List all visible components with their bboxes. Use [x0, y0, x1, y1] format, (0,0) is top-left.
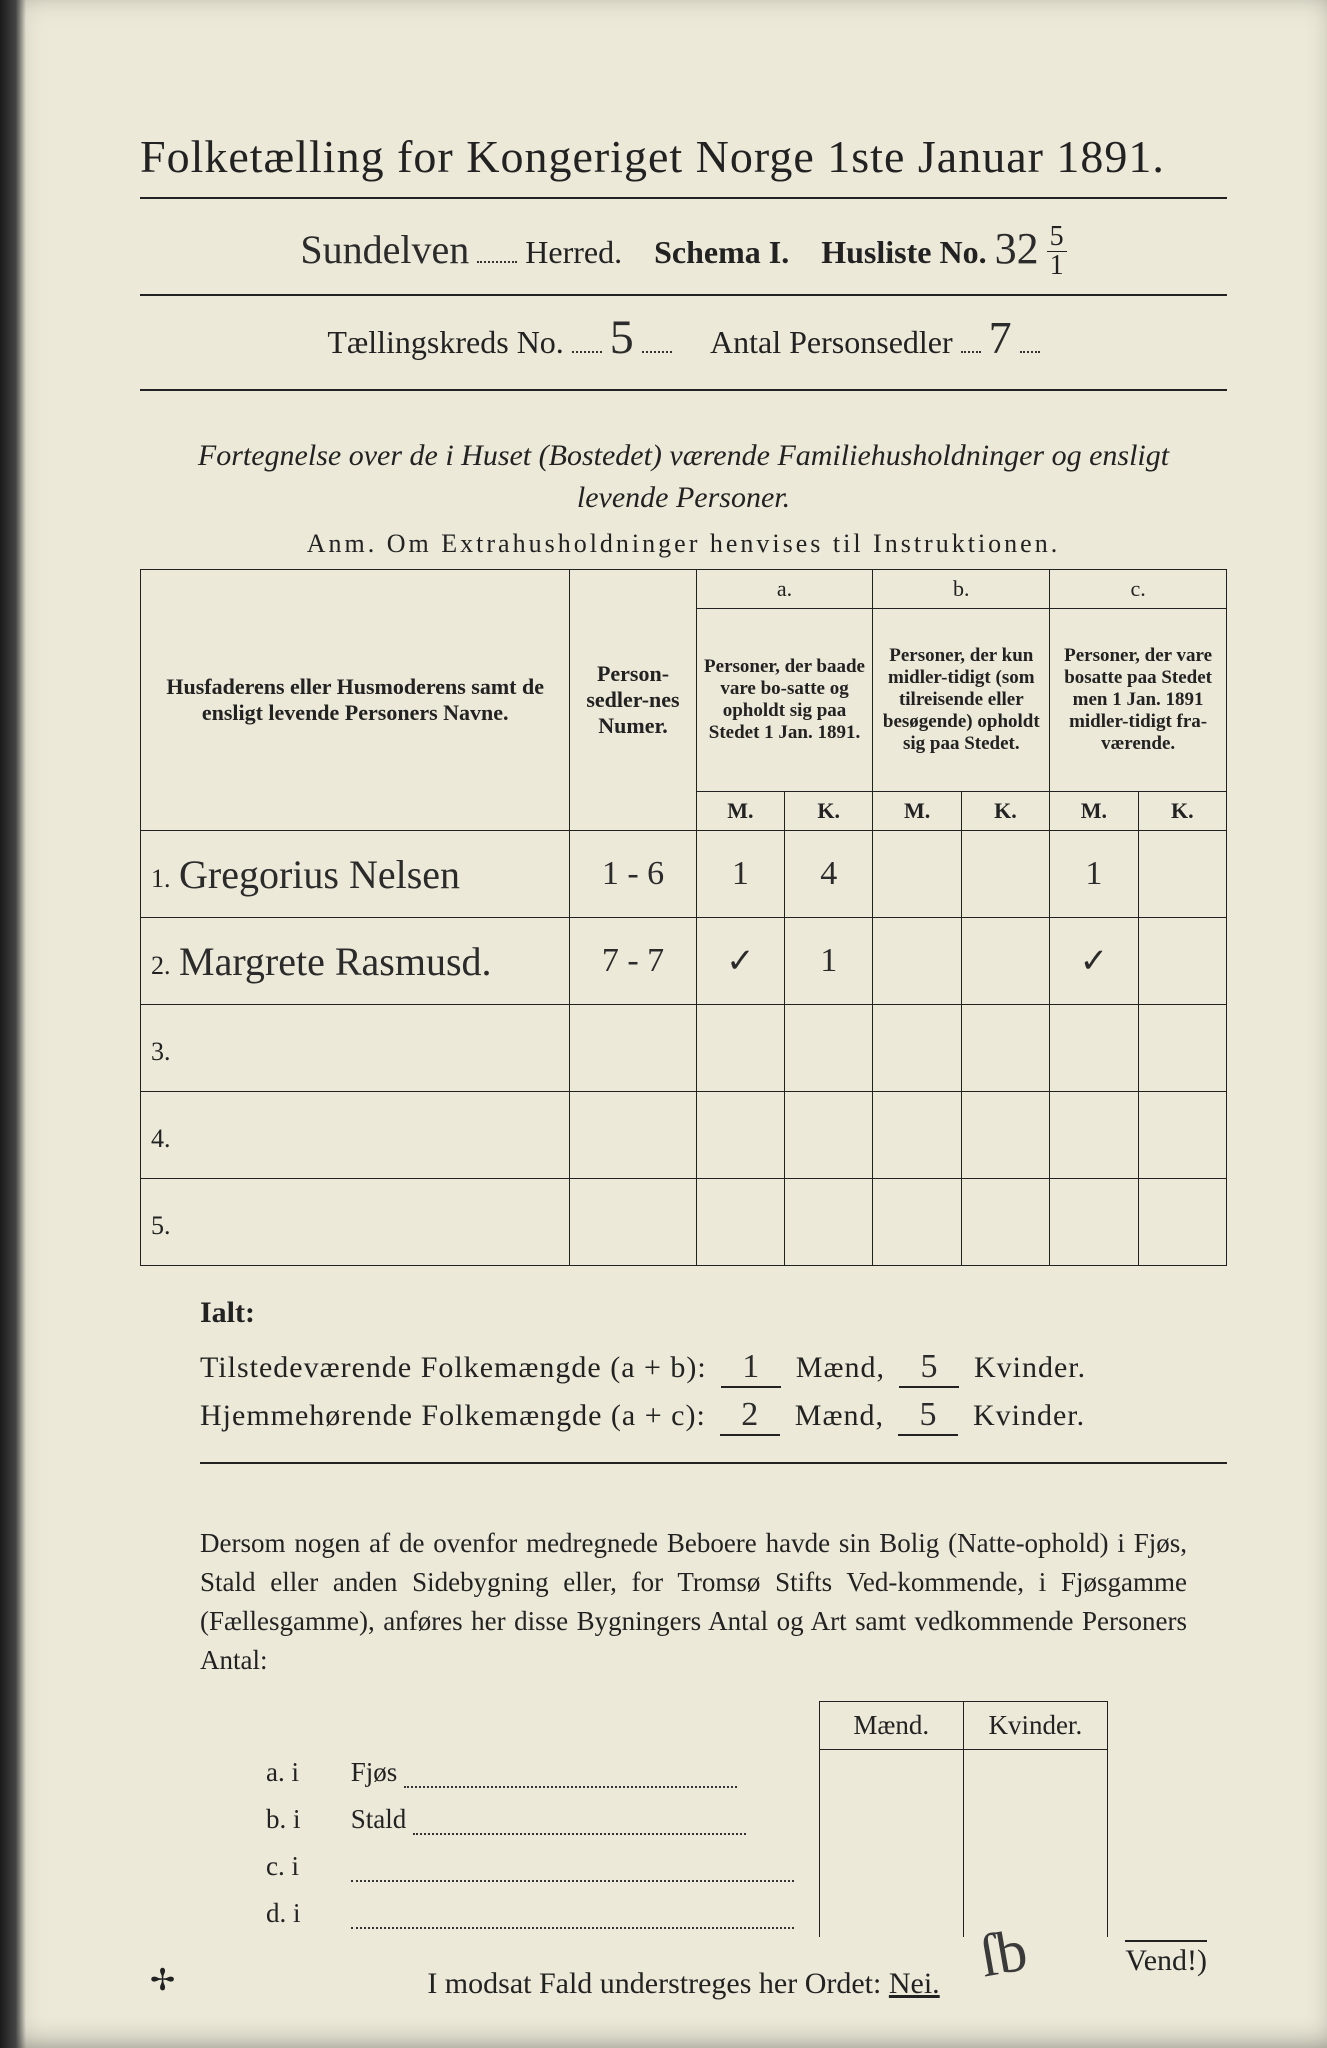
lower-row-kind	[345, 1843, 820, 1890]
binding-shadow	[0, 0, 26, 2048]
header-row-kreds: Tællingskreds No. 5 Antal Personsedler 7	[140, 296, 1227, 391]
group-a-desc: Personer, der baade vare bo-satte og oph…	[696, 609, 873, 792]
group-b-desc: Personer, der kun midler-tidigt (som til…	[873, 609, 1050, 792]
main-title: Folketælling for Kongeriget Norge 1ste J…	[140, 130, 1227, 199]
table-row: 3.	[141, 1005, 1227, 1092]
table-row: 2.Margrete Rasmusd.7 - 7✓1✓	[141, 918, 1227, 1005]
ab-kvinder: 5	[899, 1348, 959, 1388]
table-row: 4.	[141, 1092, 1227, 1179]
taellingskreds-label: Tællingskreds No.	[327, 324, 563, 360]
husliste-value: 32	[995, 223, 1039, 274]
anm-line: Anm. Om Extrahusholdninger henvises til …	[140, 529, 1227, 559]
vend-label: Vend!)	[1125, 1940, 1207, 1978]
ialt-label: Ialt:	[200, 1296, 1227, 1330]
lower-m	[819, 1749, 963, 1796]
nei-line: I modsat Fald understreges her Ordet: Ne…	[140, 1967, 1227, 2001]
person-name: Margrete Rasmusd.	[179, 938, 492, 985]
lower-row-kind: Stald	[345, 1796, 820, 1843]
herred-value: Sundelven	[300, 226, 469, 273]
table-row: 5.	[141, 1179, 1227, 1266]
lower-row-label: c. i	[260, 1843, 345, 1890]
lower-head-m: Mænd.	[819, 1701, 963, 1749]
lower-row-kind	[345, 1890, 820, 1937]
lower-m	[819, 1890, 963, 1937]
c-m: M.	[1050, 792, 1138, 831]
group-a-label: a.	[696, 570, 873, 609]
lower-k	[963, 1843, 1107, 1890]
a-k: K.	[785, 792, 873, 831]
lower-k	[963, 1796, 1107, 1843]
header-row-herred: Sundelven Herred. Schema I. Husliste No.…	[140, 209, 1227, 296]
sum-line-ac: Hjemmehørende Folkemængde (a + c): 2 Mæn…	[200, 1396, 1227, 1464]
c-k: K.	[1138, 792, 1226, 831]
col-names: Husfaderens eller Husmoderens samt de en…	[141, 570, 570, 831]
c-m-val: 1	[1085, 855, 1102, 893]
outbuilding-paragraph: Dersom nogen af de ovenfor medregnede Be…	[200, 1524, 1187, 1681]
antal-label: Antal Personsedler	[710, 324, 953, 360]
a-m-val: 1	[732, 855, 749, 893]
a-m: M.	[696, 792, 784, 831]
ac-maend: 2	[720, 1396, 780, 1436]
outbuilding-table: Mænd. Kvinder. a. iFjøs b. iStald c. id.…	[260, 1701, 1108, 1938]
households-table: Husfaderens eller Husmoderens samt de en…	[140, 569, 1227, 1266]
group-c-desc: Personer, der vare bosatte paa Stedet me…	[1050, 609, 1227, 792]
c-m-val: ✓	[1080, 941, 1109, 981]
schema-label: Schema I.	[654, 234, 789, 270]
group-c-label: c.	[1050, 570, 1227, 609]
person-name: Gregorius Nelsen	[179, 851, 460, 898]
lower-k	[963, 1749, 1107, 1796]
table-row: 1.Gregorius Nelsen1 - 6141	[141, 831, 1227, 918]
corner-mark: ✢	[150, 1963, 175, 1998]
sum-line-ab: Tilstedeværende Folkemængde (a + b): 1 M…	[200, 1348, 1227, 1388]
lower-row-label: a. i	[260, 1749, 345, 1796]
b-k: K.	[961, 792, 1049, 831]
lower-row-label: d. i	[260, 1890, 345, 1937]
lower-row: b. iStald	[260, 1796, 1107, 1843]
a-k-val: 1	[820, 942, 837, 980]
taellingskreds-value: 5	[610, 310, 634, 365]
husliste-label: Husliste No.	[821, 234, 986, 270]
antal-value: 7	[989, 311, 1012, 364]
col-numer: Person-sedler-nes Numer.	[570, 570, 696, 831]
a-k-val: 4	[820, 855, 837, 893]
nei-word: Nei.	[889, 1967, 940, 2000]
lower-row-label: b. i	[260, 1796, 345, 1843]
herred-label: Herred.	[525, 234, 622, 270]
lower-m	[819, 1843, 963, 1890]
lower-head-k: Kvinder.	[963, 1701, 1107, 1749]
numer: 1 - 6	[602, 855, 664, 893]
lower-row-kind: Fjøs	[345, 1749, 820, 1796]
husliste-fraction: 5 1	[1047, 223, 1067, 280]
b-m: M.	[873, 792, 961, 831]
ab-maend: 1	[721, 1348, 781, 1388]
lower-row: a. iFjøs	[260, 1749, 1107, 1796]
numer: 7 - 7	[602, 942, 664, 980]
census-form-page: Folketælling for Kongeriget Norge 1ste J…	[0, 0, 1327, 2048]
lower-row: c. i	[260, 1843, 1107, 1890]
a-m-val: ✓	[726, 941, 755, 981]
subheading: Fortegnelse over de i Huset (Bostedet) v…	[180, 435, 1187, 519]
group-b-label: b.	[873, 570, 1050, 609]
ac-kvinder: 5	[898, 1396, 958, 1436]
lower-m	[819, 1796, 963, 1843]
